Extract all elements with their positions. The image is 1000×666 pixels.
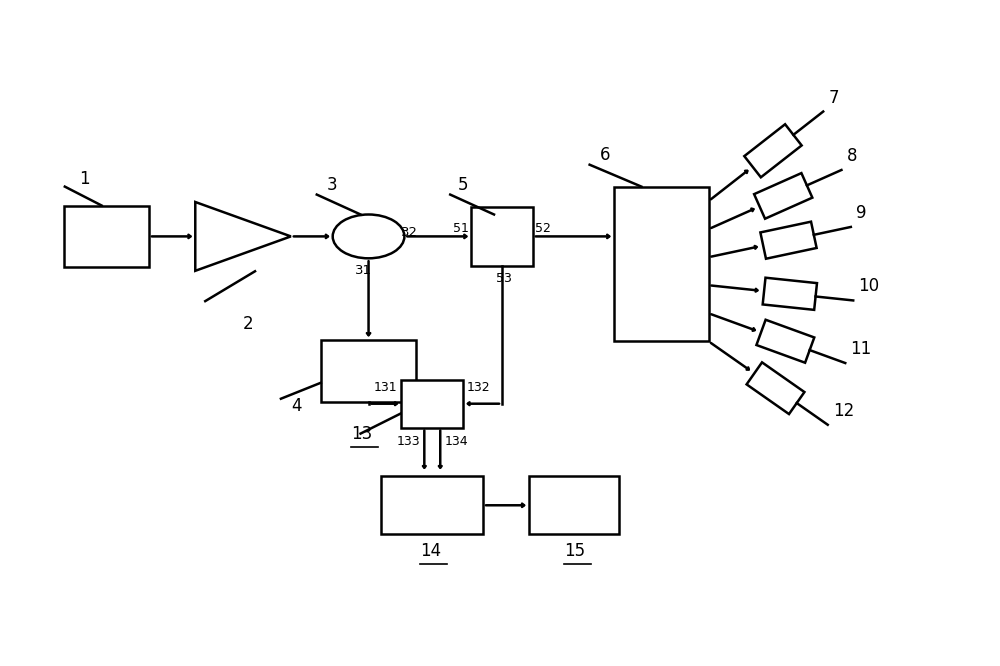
Text: 31: 31: [355, 264, 372, 277]
Text: 134: 134: [444, 435, 468, 448]
Text: 7: 7: [828, 89, 839, 107]
Text: 132: 132: [467, 381, 491, 394]
Text: 11: 11: [850, 340, 871, 358]
Text: 133: 133: [397, 435, 420, 448]
Ellipse shape: [333, 214, 404, 258]
Text: 15: 15: [564, 542, 585, 560]
Text: 10: 10: [858, 278, 879, 296]
Bar: [529, 476, 619, 534]
Bar: [64, 206, 149, 267]
Text: 9: 9: [856, 204, 866, 222]
Text: 13: 13: [351, 425, 372, 443]
Bar: [321, 340, 416, 402]
Bar: [614, 187, 709, 342]
Text: 32: 32: [401, 226, 418, 239]
Text: 53: 53: [496, 272, 512, 285]
Bar: [381, 476, 483, 534]
Text: 51: 51: [453, 222, 469, 235]
Text: 8: 8: [846, 147, 857, 165]
Bar: [401, 380, 463, 428]
Text: 5: 5: [458, 176, 469, 194]
Text: 3: 3: [327, 176, 337, 194]
Text: 131: 131: [374, 381, 397, 394]
Text: 52: 52: [535, 222, 551, 235]
Bar: [471, 206, 533, 266]
Text: 1: 1: [79, 170, 89, 188]
Text: 4: 4: [291, 397, 301, 415]
Text: 6: 6: [600, 146, 610, 164]
Text: 12: 12: [833, 402, 854, 420]
Text: 14: 14: [420, 542, 441, 560]
Text: 2: 2: [243, 315, 254, 333]
